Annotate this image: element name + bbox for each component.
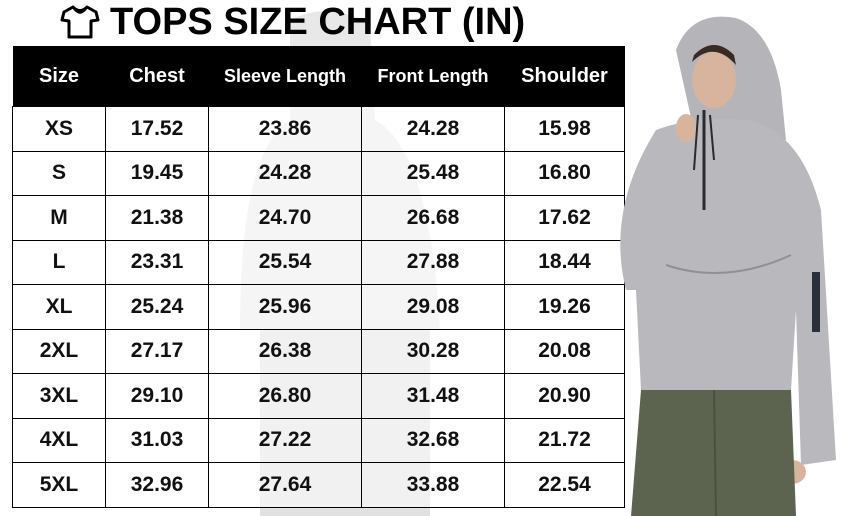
- cell-sleeve-length: 25.54: [208, 239, 362, 285]
- cell-size: L: [12, 239, 106, 285]
- cell-sleeve-length: 25.96: [208, 284, 362, 330]
- cell-shoulder: 17.62: [504, 195, 625, 241]
- cell-sleeve-length: 27.64: [208, 462, 362, 508]
- table-row: L 23.31 25.54 27.88 18.44: [12, 239, 625, 285]
- cell-size: XS: [12, 106, 106, 152]
- cell-size: 4XL: [12, 417, 106, 463]
- cell-shoulder: 20.90: [504, 373, 625, 419]
- cell-size: 2XL: [12, 328, 106, 374]
- cell-sleeve-length: 24.28: [208, 150, 362, 196]
- cell-chest: 29.10: [105, 373, 209, 419]
- table-row: 4XL 31.03 27.22 32.68 21.72: [12, 417, 625, 463]
- table-row: 2XL 27.17 26.38 30.28 20.08: [12, 328, 625, 374]
- table-row: 5XL 32.96 27.64 33.88 22.54: [12, 462, 625, 508]
- cell-front-length: 30.28: [361, 328, 505, 374]
- size-chart-table: Size Chest Sleeve Length Front Length Sh…: [12, 46, 625, 508]
- cell-sleeve-length: 24.70: [208, 195, 362, 241]
- cell-sleeve-length: 26.38: [208, 328, 362, 374]
- cell-chest: 19.45: [105, 150, 209, 196]
- column-header-shoulder: Shoulder: [504, 46, 625, 107]
- cell-size: 5XL: [12, 462, 106, 508]
- cell-front-length: 32.68: [361, 417, 505, 463]
- cell-sleeve-length: 26.80: [208, 373, 362, 419]
- cell-front-length: 27.88: [361, 239, 505, 285]
- cell-size: XL: [12, 284, 106, 330]
- cell-shoulder: 20.08: [504, 328, 625, 374]
- title-text: TOPS SIZE CHART (IN): [110, 1, 526, 43]
- model-photo: [620, 16, 836, 516]
- cell-front-length: 24.28: [361, 106, 505, 152]
- cell-chest: 27.17: [105, 328, 209, 374]
- column-header-size: Size: [12, 46, 106, 107]
- cell-chest: 21.38: [105, 195, 209, 241]
- cell-shoulder: 21.72: [504, 417, 625, 463]
- cell-sleeve-length: 27.22: [208, 417, 362, 463]
- cell-front-length: 29.08: [361, 284, 505, 330]
- table-row: XS 17.52 23.86 24.28 15.98: [12, 106, 625, 152]
- table-row: XL 25.24 25.96 29.08 19.26: [12, 284, 625, 330]
- cell-front-length: 25.48: [361, 150, 505, 196]
- t-shirt-icon: [60, 5, 100, 39]
- cell-front-length: 26.68: [361, 195, 505, 241]
- cell-size: M: [12, 195, 106, 241]
- cell-chest: 25.24: [105, 284, 209, 330]
- cell-front-length: 33.88: [361, 462, 505, 508]
- cell-chest: 23.31: [105, 239, 209, 285]
- table-header-row: Size Chest Sleeve Length Front Length Sh…: [12, 46, 625, 107]
- cell-size: 3XL: [12, 373, 106, 419]
- cell-shoulder: 22.54: [504, 462, 625, 508]
- cell-shoulder: 18.44: [504, 239, 625, 285]
- cell-chest: 32.96: [105, 462, 209, 508]
- cell-front-length: 31.48: [361, 373, 505, 419]
- cell-chest: 17.52: [105, 106, 209, 152]
- cell-size: S: [12, 150, 106, 196]
- column-header-front-length: Front Length: [361, 46, 505, 107]
- chart-title: TOPS SIZE CHART (IN): [60, 0, 525, 44]
- cell-shoulder: 19.26: [504, 284, 625, 330]
- column-header-sleeve-length: Sleeve Length: [208, 46, 362, 107]
- cell-shoulder: 15.98: [504, 106, 625, 152]
- table-row: 3XL 29.10 26.80 31.48 20.90: [12, 373, 625, 419]
- table-row: M 21.38 24.70 26.68 17.62: [12, 195, 625, 241]
- cell-sleeve-length: 23.86: [208, 106, 362, 152]
- table-row: S 19.45 24.28 25.48 16.80: [12, 150, 625, 196]
- column-header-chest: Chest: [105, 46, 209, 107]
- cell-chest: 31.03: [105, 417, 209, 463]
